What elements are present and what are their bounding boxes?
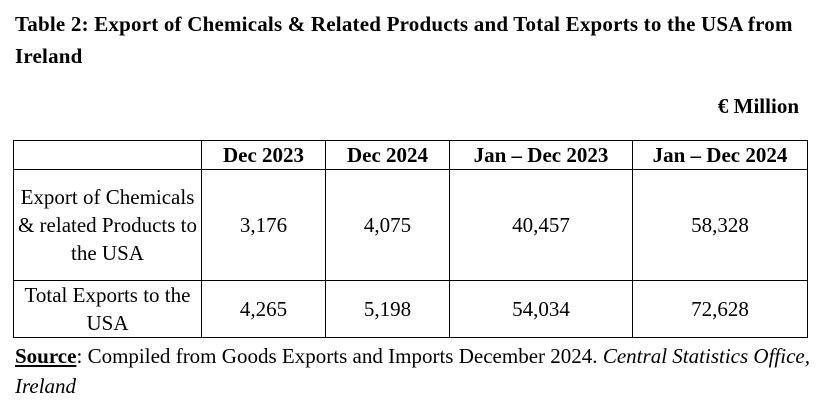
unit-label: € Million	[717, 94, 799, 118]
table-cell: 5,198	[325, 280, 450, 338]
table-cell: 72,628	[632, 280, 808, 338]
source-publisher: Central Statistics Office, Ireland	[15, 344, 810, 398]
table-row: Total Exports to the USA 4,265 5,198 54,…	[13, 280, 808, 338]
row-label-chemicals: Export of Chemicals & related Products t…	[13, 169, 202, 281]
source-separator: :	[76, 344, 83, 368]
table-cell: 3,176	[201, 169, 326, 281]
column-header-jan-dec-2024: Jan – Dec 2024	[632, 140, 808, 170]
column-header-dec-2024: Dec 2024	[325, 140, 450, 170]
column-header-dec-2023: Dec 2023	[201, 140, 326, 170]
table-cell: 4,265	[201, 280, 326, 338]
table-header-row: Dec 2023 Dec 2024 Jan – Dec 2023 Jan – D…	[13, 140, 808, 170]
column-header-empty	[13, 140, 202, 170]
table-cell: 58,328	[632, 169, 808, 281]
table-row: Export of Chemicals & related Products t…	[13, 169, 808, 281]
row-label-total-exports: Total Exports to the USA	[13, 280, 202, 338]
source-text: Compiled from Goods Exports and Imports …	[82, 344, 603, 368]
column-header-jan-dec-2023: Jan – Dec 2023	[449, 140, 633, 170]
source-label: Source	[15, 344, 77, 368]
table-cell: 4,075	[325, 169, 450, 281]
table-cell: 54,034	[449, 280, 633, 338]
table-cell: 40,457	[449, 169, 633, 281]
exports-table: Dec 2023 Dec 2024 Jan – Dec 2023 Jan – D…	[13, 140, 808, 338]
source-note: Source: Compiled from Goods Exports and …	[15, 341, 810, 401]
table-title: Table 2: Export of Chemicals & Related P…	[15, 12, 793, 68]
